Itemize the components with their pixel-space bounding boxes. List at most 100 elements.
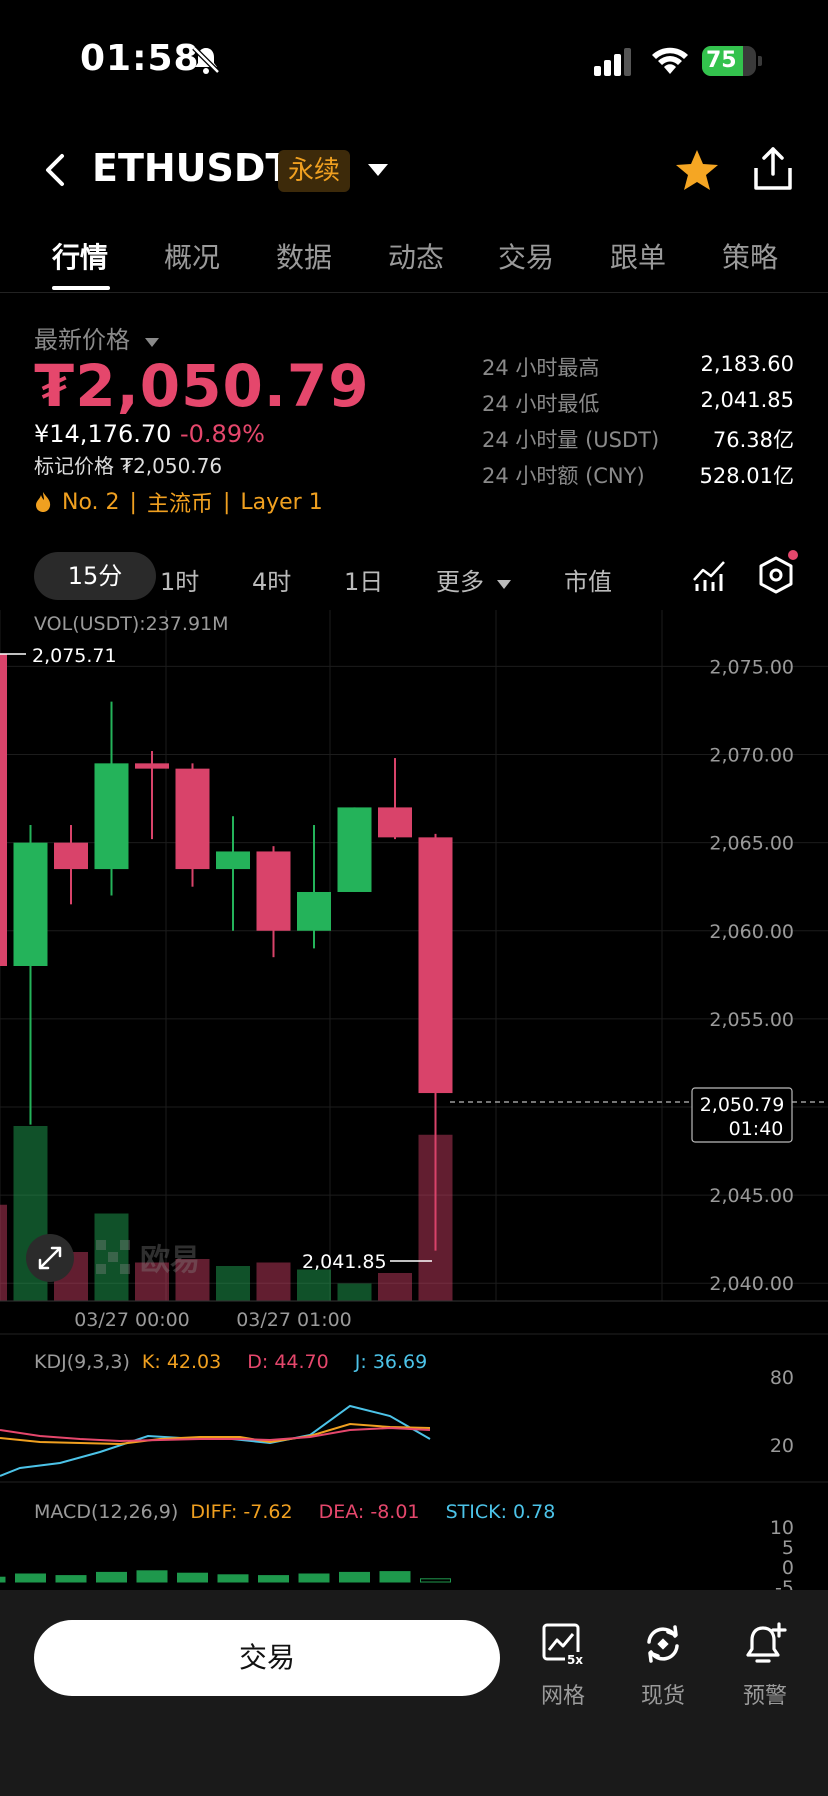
cell-signal-icon: [594, 48, 631, 76]
expand-icon: [38, 1246, 62, 1270]
macd-bar: [96, 1571, 127, 1583]
layer-tag[interactable]: Layer 1: [240, 489, 323, 515]
high-marker-label: 2,075.71: [32, 645, 117, 667]
macd-diff: DIFF: -7.62: [190, 1501, 292, 1523]
kdj-j: J: 36.69: [354, 1351, 427, 1373]
trade-button[interactable]: 交易: [34, 1620, 500, 1696]
last-price-tag-price: 2,050.79: [700, 1094, 785, 1116]
candle-body: [94, 763, 129, 870]
share-icon[interactable]: [752, 146, 794, 192]
interval-1h[interactable]: 1时: [160, 568, 200, 596]
stat-label-low: 24 小时最低: [482, 392, 600, 416]
spot-swap-icon[interactable]: [641, 1622, 685, 1666]
candles: [0, 654, 453, 1251]
y-tick-label: 2,075.00: [709, 656, 794, 678]
macd-bar: [339, 1571, 370, 1583]
grid-trading-label[interactable]: 网格: [540, 1684, 585, 1709]
tab-strategy[interactable]: 策略: [722, 241, 779, 274]
alert-label[interactable]: 预警: [742, 1684, 787, 1709]
tab-trades[interactable]: 交易: [498, 241, 555, 274]
tab-market[interactable]: 行情: [52, 241, 109, 274]
fullscreen-button[interactable]: [26, 1234, 74, 1282]
tab-news[interactable]: 动态: [388, 241, 445, 274]
tab-overview[interactable]: 概况: [164, 241, 221, 274]
battery-level: 75: [706, 48, 737, 73]
favorite-star-icon[interactable]: [674, 148, 720, 192]
tab-data[interactable]: 数据: [276, 241, 333, 274]
y-axis-ticks: 2,075.00 2,070.00 2,065.00 2,060.00 2,055.00…: [709, 656, 794, 1295]
macd-bar: [420, 1578, 451, 1583]
last-price-tag-time: 01:40: [729, 1118, 784, 1140]
macd-tick-0: 0: [782, 1557, 794, 1579]
y-tick-label: 2,045.00: [709, 1185, 794, 1207]
candle-body: [135, 763, 169, 769]
spot-label[interactable]: 现货: [640, 1684, 685, 1709]
kdj-label: KDJ(9,3,3): [34, 1351, 130, 1373]
chart-grid: [0, 610, 828, 1301]
macd-bar: [55, 1575, 87, 1583]
rank-tag[interactable]: No. 2: [62, 489, 120, 515]
candle-body: [418, 837, 453, 1094]
y-tick-label: 2,070.00: [709, 745, 794, 767]
tab-copy-trading[interactable]: 跟单: [610, 241, 667, 274]
volume-bar: [297, 1269, 331, 1301]
volume-indicator-label: VOL(USDT):237.91M: [34, 613, 229, 635]
last-price-label: 最新价格: [34, 326, 130, 354]
macd-legend: MACD(12,26,9) DIFF: -7.62 DEA: -8.01 STI…: [34, 1501, 555, 1523]
mark-price: 标记价格 ₮2,050.76: [34, 454, 223, 478]
y-tick-label: 2,060.00: [709, 921, 794, 943]
last-price-tag: [691, 1087, 793, 1143]
kdj-k-line: [0, 1422, 431, 1446]
price-alert-icon[interactable]: [743, 1622, 787, 1666]
candle-body: [175, 768, 210, 870]
kdj-d: D: 44.70: [247, 1351, 328, 1373]
caret-down-icon: [496, 580, 511, 589]
last-price-selector[interactable]: 最新价格: [34, 320, 160, 355]
tag-separator: |: [129, 489, 137, 515]
tag-separator: |: [222, 489, 231, 515]
kdj-d-line: [0, 1426, 431, 1443]
x-label-0100: 03/27 01:00: [236, 1309, 352, 1331]
notification-dot: [788, 550, 798, 560]
volume-bar: [94, 1213, 129, 1301]
interval-more-label: 更多: [436, 568, 484, 596]
candle-body: [54, 842, 88, 870]
macd-stick: STICK: 0.78: [446, 1501, 556, 1523]
volume-bar: [216, 1266, 250, 1301]
kdj-j-line: [0, 1404, 431, 1477]
stat-value-high: 2,183.60: [700, 352, 794, 376]
macd-dea: DEA: -8.01: [319, 1501, 420, 1523]
category-tag[interactable]: 主流币: [146, 492, 213, 517]
market-cap-tab[interactable]: 市值: [564, 568, 612, 596]
candle-body: [256, 851, 291, 931]
price-cny: ¥14,176.70: [34, 420, 172, 448]
symbol-title[interactable]: ETHUSDT: [92, 146, 292, 190]
fire-icon: [36, 492, 51, 512]
interval-more[interactable]: 更多: [436, 562, 512, 597]
chart-indicator-icon[interactable]: [692, 558, 726, 592]
stat-label-turnover: 24 小时额 (CNY): [482, 464, 645, 488]
kdj-tick-20: 20: [770, 1435, 794, 1457]
macd-bar: [379, 1571, 411, 1583]
macd-bar: [136, 1570, 168, 1583]
macd-bar: [298, 1573, 330, 1583]
symbol-dropdown-icon[interactable]: [366, 162, 390, 178]
y-tick-label: 2,040.00: [709, 1273, 794, 1295]
chart-settings-icon[interactable]: [758, 556, 794, 594]
stat-value-volume: 76.38亿: [712, 428, 794, 452]
interval-1d[interactable]: 1日: [344, 568, 384, 596]
candlestick-chart[interactable]: VOL(USDT):237.91M 2,075.00 2,070.00 2,065.…: [0, 610, 828, 1594]
battery-indicator: 75: [702, 46, 762, 76]
back-button[interactable]: [36, 150, 72, 190]
candle-body: [216, 851, 250, 870]
coin-tags: No. 2 | 主流币 | Layer 1: [34, 486, 323, 518]
bell-mute-icon: [192, 46, 220, 74]
grid-trading-icon[interactable]: 5x: [541, 1622, 585, 1666]
interval-4h[interactable]: 4时: [252, 568, 292, 596]
macd-bar: [217, 1574, 249, 1583]
last-price: ₮2,050.79: [34, 352, 370, 420]
interval-15m[interactable]: 15分: [34, 552, 156, 600]
stat-value-low: 2,041.85: [700, 388, 794, 412]
kdj-tick-80: 80: [770, 1367, 794, 1389]
contract-type-badge: 永续: [278, 150, 351, 192]
